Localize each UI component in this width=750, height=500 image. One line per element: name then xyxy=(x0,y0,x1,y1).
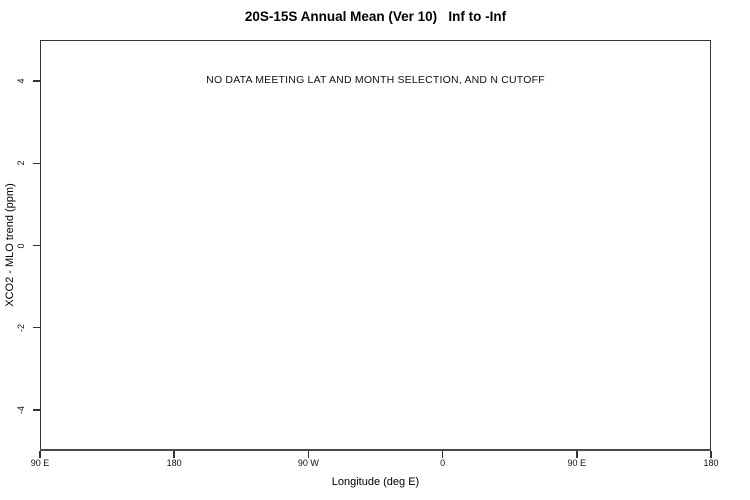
plot-area xyxy=(40,40,711,451)
x-tick-mark xyxy=(576,451,578,458)
x-tick-label: 90 E xyxy=(567,458,587,468)
y-tick-mark xyxy=(33,162,40,165)
x-tick-label: 90 E xyxy=(30,458,50,468)
chart-title: 20S-15S Annual Mean (Ver 10) Inf to -Inf xyxy=(244,9,507,24)
y-tick-label: -4 xyxy=(16,405,26,414)
y-tick-label: 0 xyxy=(16,242,26,249)
x-tick-label: 0 xyxy=(440,458,446,468)
x-axis-line xyxy=(40,449,711,451)
no-data-message: NO DATA MEETING LAT AND MONTH SELECTION,… xyxy=(206,74,545,86)
y-tick-label: 2 xyxy=(16,160,26,166)
x-tick-mark xyxy=(441,451,444,458)
y-tick-mark xyxy=(33,326,40,329)
y-tick-label: -2 xyxy=(16,323,26,332)
x-tick-label: 180 xyxy=(703,458,719,468)
y-tick-mark xyxy=(33,244,40,247)
y-tick-mark xyxy=(33,409,40,411)
y-tick-mark xyxy=(33,80,40,82)
x-tick-mark xyxy=(307,451,310,458)
x-tick-mark xyxy=(173,451,175,458)
x-tick-label: 180 xyxy=(166,458,182,468)
x-tick-mark xyxy=(39,451,41,458)
x-tick-mark xyxy=(710,451,712,458)
y-axis-title: XCO2 - MLO trend (ppm) xyxy=(4,183,16,307)
x-tick-label: 90 W xyxy=(297,458,319,468)
x-axis-title: Longitude (deg E) xyxy=(331,476,420,488)
y-tick-label: 4 xyxy=(16,78,26,84)
